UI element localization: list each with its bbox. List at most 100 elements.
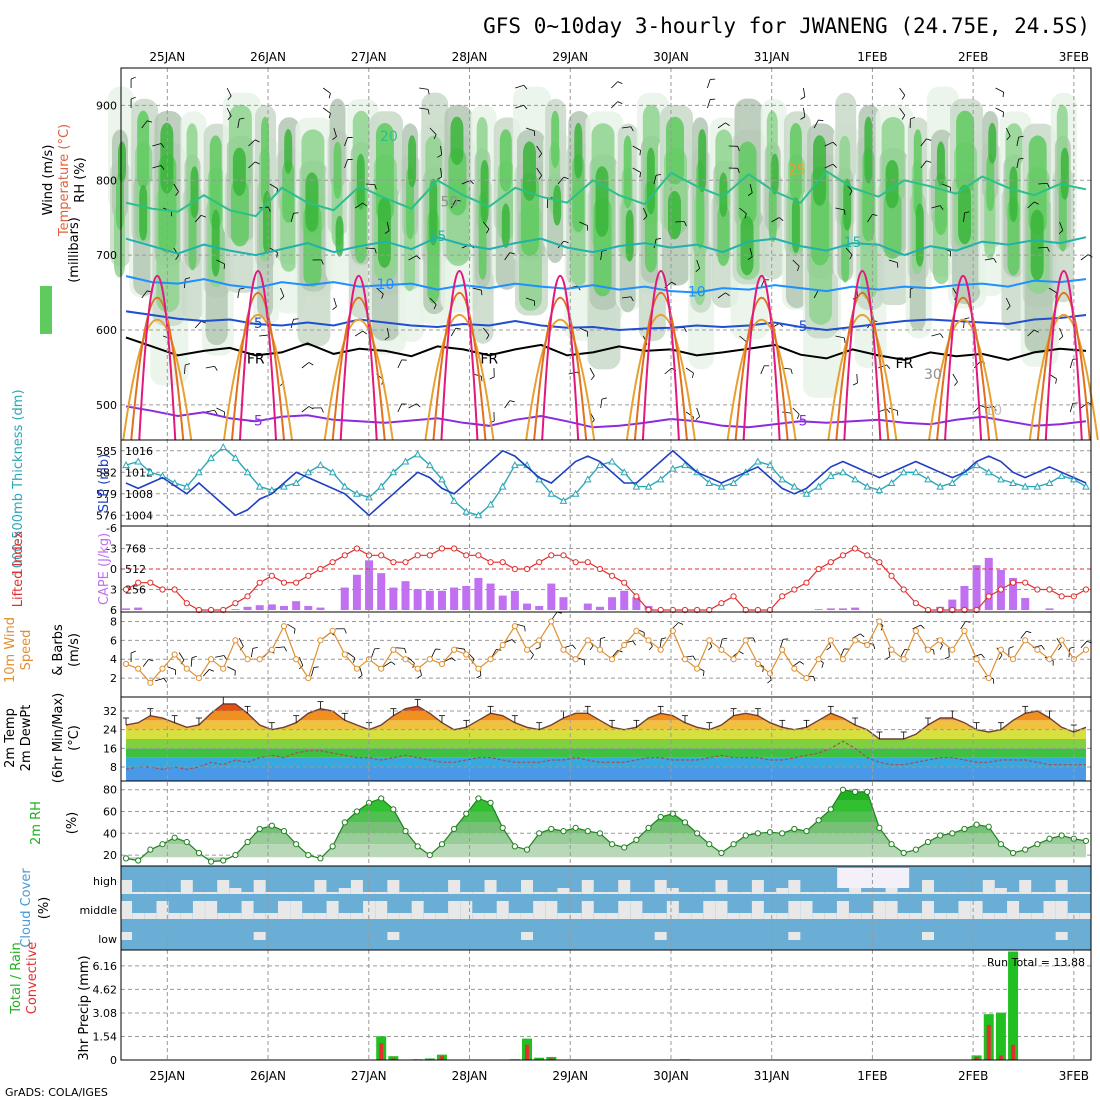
cloud-high-bar [824, 892, 837, 894]
lifted-index-marker [1009, 579, 1017, 586]
upper-wind-barb [952, 373, 958, 382]
thickness-marker [401, 457, 410, 465]
rh-marker [353, 808, 361, 815]
lifted-index-marker [596, 565, 604, 573]
cloud-high-bar [277, 892, 290, 894]
rh-marker [280, 828, 288, 835]
slp-axis-label: SLP (mb) [97, 454, 112, 513]
cape-bar [1045, 608, 1054, 610]
rh-marker [1009, 849, 1017, 857]
upper-wind-barb [1059, 327, 1064, 337]
lifted-index-tick-label: -6 [106, 522, 117, 535]
wind-speed-marker [839, 656, 847, 663]
cape-bar [352, 574, 361, 610]
cloud-low-bar [521, 932, 534, 940]
cloud-high-bar [156, 892, 169, 894]
upper-wind-barb [1018, 157, 1024, 160]
rh-marker [694, 830, 701, 837]
temperature-band [126, 711, 1086, 721]
thickness-marker [826, 471, 835, 479]
upper-wind-barb [737, 168, 740, 174]
upper-wind-barb [328, 113, 331, 119]
cloud-high-bar [144, 892, 157, 894]
lifted-index-marker [487, 559, 494, 566]
upper-wind-barb [333, 127, 337, 137]
cloud-middle-bar [764, 913, 777, 919]
cloud-high-bar [375, 892, 388, 894]
upper-axis-label: (millibars) [67, 217, 82, 283]
date-tick-label-bottom: 29JAN [552, 1069, 588, 1083]
lifted-index-marker [1034, 586, 1041, 593]
rh-marker [305, 852, 312, 859]
lifted-index-marker [451, 545, 458, 552]
upper-wind-barb [293, 212, 299, 214]
upper-wind-barb [184, 364, 186, 375]
upper-wind-barb [376, 287, 384, 295]
surface-wind-barb [1041, 645, 1045, 650]
surface-wind-barb [972, 653, 982, 658]
upper-wind-barb [563, 176, 569, 180]
surface-wind-barb [944, 656, 950, 660]
thickness-marker [195, 468, 203, 476]
upper-wind-barb [692, 372, 694, 378]
rh-marker [256, 825, 263, 833]
thickness-marker [948, 478, 957, 486]
cape-axis-label-line: CAPE (J/kg) [97, 533, 112, 605]
thickness-marker [182, 482, 191, 490]
cloud-middle-bar [897, 913, 910, 919]
surface-wind-barb [900, 649, 906, 658]
surface-wind-barb [980, 653, 985, 659]
wind-speed-marker [681, 656, 689, 663]
upper-wind-barb [600, 399, 603, 409]
surface-wind-barb [719, 638, 723, 648]
upper-wind-barb [194, 215, 202, 223]
temp-panel-label: (6hr Min/Max) (°C) [51, 693, 82, 783]
surface-wind-barb [551, 611, 558, 620]
rh-marker [718, 849, 725, 857]
cloud-high-bar [666, 888, 679, 894]
upper-wind-barb [1059, 221, 1064, 231]
surface-wind-barb [215, 655, 225, 658]
cloud-high-bar [970, 892, 983, 894]
cloud-high-bar [314, 880, 327, 894]
lifted-index-marker [195, 606, 203, 614]
cloud-high-bar [1019, 880, 1032, 894]
precip-tick-label: 4.62 [93, 983, 118, 996]
rh-marker [1034, 841, 1041, 848]
thickness-marker [146, 468, 155, 476]
surface-wind-barb [648, 645, 653, 651]
rh-shading [698, 129, 707, 193]
date-tick-label-bottom: 30JAN [653, 1069, 689, 1083]
temperature-line [125, 703, 1087, 740]
upper-wind-barb [480, 376, 483, 382]
lifted-index-marker [694, 606, 701, 614]
cloud-middle-bar [873, 901, 886, 919]
upper-wind-barb [450, 200, 457, 209]
upper-wind-barb [843, 209, 846, 215]
slp-line [125, 449, 1087, 517]
date-tick-label-top: 31JAN [754, 50, 790, 64]
surface-wind-barb [912, 624, 921, 630]
cloud-middle-bar [557, 913, 570, 919]
cloud-high-bar [484, 880, 497, 894]
rh-shading [595, 166, 609, 237]
upper-wind-barb [141, 290, 148, 299]
cape-bar [826, 608, 835, 610]
cloud-high-bar [581, 880, 594, 894]
wind-speed-marker [268, 646, 275, 653]
panel-frame [120, 439, 1092, 527]
upper-wind-barb [899, 87, 906, 96]
thickness-marker [474, 511, 483, 519]
upper-wind-barb [926, 160, 932, 163]
precip-total-bar [388, 1056, 399, 1060]
rh-marker [147, 846, 154, 853]
wind-speed-marker [135, 665, 142, 672]
cloud-high-bar [836, 892, 849, 894]
thickness-marker [705, 478, 714, 486]
upper-wind-barb [888, 407, 898, 412]
thickness-marker [231, 453, 240, 461]
rh-shading [480, 160, 489, 224]
surface-wind-barb [813, 676, 816, 682]
wind-speed-marker [924, 646, 932, 653]
cloud-high-bar [448, 880, 461, 894]
